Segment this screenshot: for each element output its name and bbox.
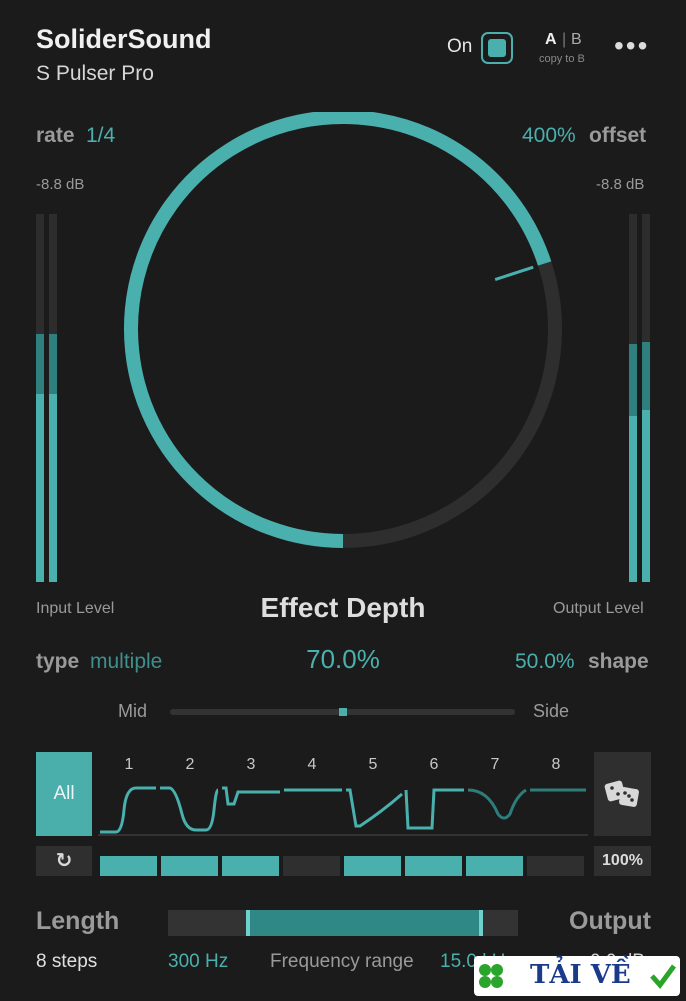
more-menu-icon[interactable]: ••• <box>614 30 650 61</box>
frequency-range-fill[interactable] <box>248 910 482 936</box>
step-number: 3 <box>246 756 256 773</box>
step-shapes-editor[interactable] <box>98 780 588 836</box>
step-shape-6 <box>404 788 464 830</box>
mid-label: Mid <box>118 701 148 721</box>
input-meter-right <box>49 214 57 582</box>
frequency-low-handle[interactable] <box>246 910 250 936</box>
step-shape-2 <box>160 786 219 832</box>
power-toggle-indicator <box>488 39 506 57</box>
power-toggle[interactable] <box>481 32 513 64</box>
side-label: Side <box>533 701 570 721</box>
offset-label: offset <box>589 124 647 147</box>
type-label: type <box>36 650 80 673</box>
step-number: 4 <box>307 756 317 773</box>
shape-label: shape <box>588 650 649 673</box>
ab-separator: | <box>562 31 567 48</box>
type-value[interactable]: multiple <box>90 650 163 673</box>
length-value[interactable]: 8 steps <box>36 951 98 972</box>
step-shape-7 <box>467 788 527 820</box>
step-toggle[interactable] <box>466 856 523 876</box>
output-gain-label: Output <box>569 907 651 935</box>
input-level-label: Input Level <box>36 600 115 617</box>
rate-value[interactable]: 1/4 <box>86 124 116 147</box>
step-toggle[interactable] <box>100 856 157 876</box>
frequency-low-value[interactable]: 300 Hz <box>168 951 229 972</box>
checkmark-icon <box>650 964 677 989</box>
step-toggle[interactable] <box>222 856 279 876</box>
step-number: 1 <box>124 756 134 773</box>
length-label: Length <box>36 907 120 935</box>
preset-b-button[interactable]: B <box>571 31 582 48</box>
input-meter-left <box>36 214 44 582</box>
effect-depth-pointer <box>494 265 534 281</box>
step-level-percent[interactable]: 100% <box>594 846 651 876</box>
step-shape-3 <box>222 786 280 806</box>
output-meter-left <box>629 214 637 582</box>
rate-label: rate <box>36 124 75 147</box>
copy-to-b-button[interactable]: copy to B <box>539 53 585 65</box>
all-steps-button[interactable]: All <box>36 752 92 836</box>
step-number: 8 <box>551 756 561 773</box>
output-level-label: Output Level <box>553 600 644 617</box>
mid-side-thumb[interactable] <box>339 708 347 716</box>
input-db-readout: -8.8 dB <box>36 176 85 193</box>
effect-depth-title: Effect Depth <box>260 592 426 623</box>
shape-value[interactable]: 50.0% <box>515 650 575 673</box>
randomize-button[interactable] <box>594 752 651 836</box>
output-db-readout: -8.8 dB <box>596 176 645 193</box>
effect-depth-arc <box>124 112 552 548</box>
step-toggle[interactable] <box>283 856 340 876</box>
brand-title: SoliderSound <box>36 24 212 54</box>
frequency-high-handle[interactable] <box>479 910 483 936</box>
watermark-badge <box>474 956 680 996</box>
step-number: 6 <box>429 756 439 773</box>
preset-a-button[interactable]: A <box>545 31 557 48</box>
step-toggle[interactable] <box>527 856 584 876</box>
power-label: On <box>447 36 473 57</box>
effect-depth-value[interactable]: 70.0% <box>306 644 380 674</box>
output-meter-right <box>642 214 650 582</box>
offset-value[interactable]: 400% <box>522 124 576 147</box>
step-number: 2 <box>185 756 195 773</box>
dice-icon <box>604 780 639 807</box>
step-number: 7 <box>490 756 500 773</box>
reset-icon[interactable]: ↻ <box>36 846 92 876</box>
frequency-range-label: Frequency range <box>270 951 414 972</box>
watermark-text: TẢI VỀ <box>530 960 631 990</box>
step-toggle[interactable] <box>344 856 401 876</box>
effect-depth-knob[interactable] <box>118 112 568 562</box>
clover-icon <box>479 964 503 988</box>
step-shape-5 <box>346 788 403 828</box>
step-number: 5 <box>368 756 378 773</box>
step-toggle[interactable] <box>405 856 462 876</box>
step-toggle[interactable] <box>161 856 218 876</box>
product-name: S Pulser Pro <box>36 62 154 85</box>
step-shape-1 <box>100 786 156 834</box>
